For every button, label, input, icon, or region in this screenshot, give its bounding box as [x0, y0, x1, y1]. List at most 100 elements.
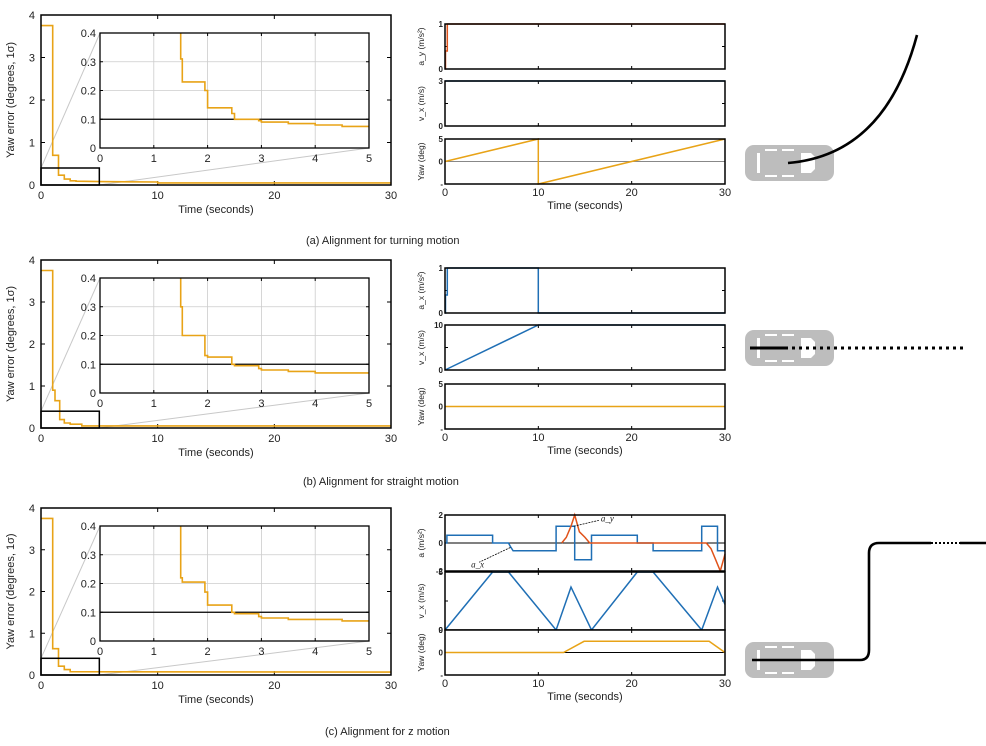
car-rear-window	[757, 153, 760, 173]
inset-frame	[99, 525, 370, 642]
zoom-connector-line	[40, 525, 101, 659]
x-axis-label: Time (seconds)	[178, 447, 253, 459]
inset-x-tick-label: 4	[312, 398, 318, 410]
y-tick-label: 3	[29, 297, 35, 309]
x-tick-label: 10	[152, 680, 164, 692]
x-tick-label: 20	[626, 432, 638, 444]
x-tick-label: 10	[532, 432, 544, 444]
inset-frame	[99, 32, 370, 149]
y-tick-label: 9	[439, 626, 444, 635]
y-tick-label: 4	[29, 503, 35, 515]
x-tick-label: 10	[152, 190, 164, 202]
inset-y-tick-label: 0	[90, 636, 96, 648]
y-tick-label: 1	[29, 381, 35, 393]
subplot-frame	[444, 80, 726, 127]
car-door-line	[765, 360, 777, 362]
signal-subplot-1: -2 0 2 a_x a_ya (m/s²)	[416, 511, 726, 576]
zoom-connector-line	[99, 147, 370, 186]
y-tick-label: 2	[29, 587, 35, 599]
y-tick-label: 4	[29, 10, 35, 22]
inset-x-tick-label: 5	[366, 153, 372, 165]
signal-subplot-2: 0 10 v_x (m/s)	[416, 321, 726, 375]
trajectory-straight	[745, 330, 967, 366]
inset-x-tick-label: 0	[97, 398, 103, 410]
car-path-line	[787, 34, 919, 165]
trajectory-turning	[745, 34, 919, 181]
x-tick-label: 10	[532, 187, 544, 199]
y-axis-label: v_x (m/s)	[416, 86, 426, 121]
subplot-background	[445, 24, 725, 69]
y-tick-label: 0	[29, 180, 35, 192]
y-tick-label: 3	[29, 53, 35, 65]
y-axis-label: Yaw (deg)	[416, 387, 426, 425]
y-axis-label: v_x (m/s)	[416, 583, 426, 618]
plot-frame	[40, 507, 392, 676]
x-tick-label: 30	[385, 680, 397, 692]
plot-frame	[40, 14, 392, 186]
yaw-error-line	[41, 517, 392, 673]
car-door-line	[782, 149, 794, 151]
inset-x-tick-label: 5	[366, 646, 372, 658]
inset-y-tick-label: 0.4	[81, 521, 96, 533]
inset-x-tick-label: 3	[258, 153, 264, 165]
y-tick-label: 3	[29, 545, 35, 557]
x-axis-label: Time (seconds)	[547, 691, 622, 703]
y-tick-label: 2	[29, 339, 35, 351]
x-tick-label: 10	[532, 678, 544, 690]
signal-subplot-1: 0 1 a_x (m/s²)	[416, 264, 726, 318]
x-tick-label: 0	[38, 680, 44, 692]
yaw-line	[444, 138, 726, 185]
y-tick-label: 0	[439, 309, 444, 318]
inset-y-tick-label: 0	[90, 143, 96, 155]
inset-y-tick-label: 0.3	[81, 550, 96, 562]
inset-x-tick-label: 2	[205, 646, 211, 658]
inset-y-tick-label: 0.1	[81, 359, 96, 371]
y-axis-label: v_x (m/s)	[416, 330, 426, 365]
inset-plot: 0 1 2 3 4 5 0 0.1 0.2 0.3 0.4	[81, 273, 372, 410]
inset-frame	[99, 277, 370, 394]
inset-x-tick-label: 4	[312, 646, 318, 658]
inset-y-tick-label: 0.2	[81, 331, 96, 343]
annotation-label: a_x	[471, 559, 484, 569]
car-door-line	[765, 646, 777, 648]
panel-caption: (a) Alignment for turning motion	[306, 235, 459, 247]
yaw-error-line	[41, 24, 391, 184]
car-door-line	[782, 360, 794, 362]
inset-yaw-error-line	[179, 526, 369, 622]
car-path-line	[752, 541, 931, 662]
y-axis-label: Yaw error (degrees, 1σ)	[5, 42, 17, 158]
x-axis-label: Time (seconds)	[547, 445, 622, 457]
y-tick-label: 2	[439, 511, 444, 520]
y-tick-label: 5	[439, 135, 444, 144]
y-tick-label: -	[440, 425, 443, 434]
y-tick-label: -	[440, 180, 443, 189]
y-tick-label: 5	[439, 380, 444, 389]
inset-x-tick-label: 0	[97, 646, 103, 658]
panel-caption: (b) Alignment for straight motion	[303, 476, 459, 488]
car-door-line	[765, 149, 777, 151]
yaw-error-line	[41, 269, 391, 427]
zoom-connector-line	[40, 32, 101, 169]
y-tick-label: 0	[439, 539, 444, 548]
x-axis-label: Time (seconds)	[547, 200, 622, 212]
inset-y-tick-label: 0.3	[81, 302, 96, 314]
y-axis-label: a_y (m/s²)	[416, 27, 426, 65]
subplot-frame	[444, 267, 726, 314]
panel-caption: (c) Alignment for z motion	[325, 726, 450, 738]
x-tick-label: 20	[626, 678, 638, 690]
inset-x-tick-label: 3	[258, 646, 264, 658]
zoom-connector-line	[40, 277, 101, 412]
yaw-line	[445, 640, 726, 654]
y-tick-label: 0	[439, 158, 444, 167]
inset-y-tick-label: 0.2	[81, 86, 96, 98]
y-tick-label: 1	[29, 628, 35, 640]
inset-yaw-error-line	[179, 33, 369, 128]
x-tick-label: 30	[719, 432, 731, 444]
